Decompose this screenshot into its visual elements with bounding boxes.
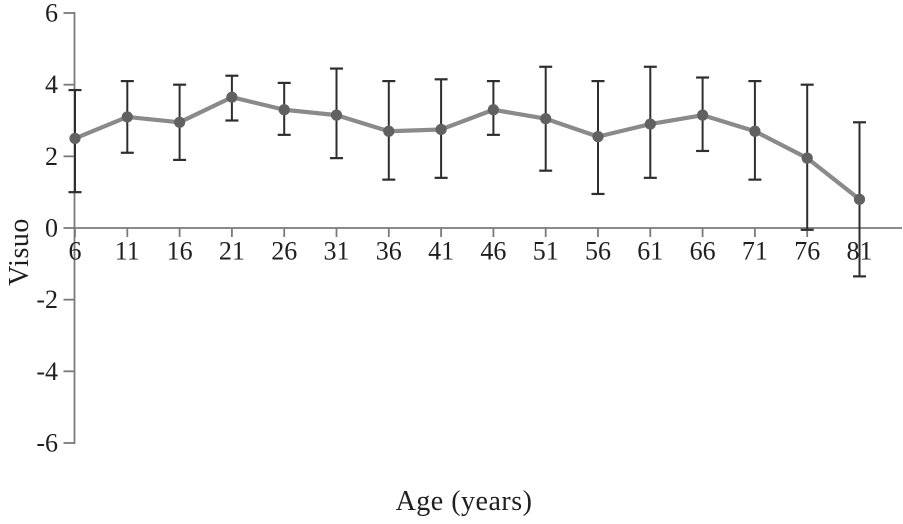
- x-tick-label: 51: [533, 237, 559, 266]
- series-line: [72, 95, 862, 202]
- x-tick-label: 11: [115, 237, 140, 266]
- data-point-marker: [330, 109, 343, 121]
- x-tick-label: 56: [585, 237, 611, 266]
- x-tick-label: 16: [167, 237, 193, 266]
- x-tick-label: 36: [376, 237, 402, 266]
- x-tick-label: 71: [742, 237, 768, 266]
- data-point-marker: [383, 125, 395, 137]
- x-tick-label: 41: [428, 237, 454, 266]
- y-axis-title: Visuo: [4, 218, 35, 286]
- y-tick-label: 2: [45, 142, 58, 171]
- data-point-marker: [69, 132, 81, 145]
- data-point-marker: [697, 109, 709, 121]
- y-tick-label: -2: [36, 285, 58, 314]
- y-tick-label: 4: [45, 70, 58, 99]
- y-tick-label: -6: [36, 428, 58, 457]
- data-point-marker: [435, 123, 447, 136]
- data-point-marker: [801, 152, 813, 164]
- data-point-marker: [749, 125, 761, 137]
- x-tick-label: 21: [219, 237, 245, 266]
- y-tick-label: -4: [36, 357, 58, 386]
- data-point-marker: [853, 193, 866, 205]
- data-point-marker: [278, 104, 290, 116]
- data-point-marker: [540, 113, 552, 125]
- x-axis-title: Age (years): [395, 486, 533, 517]
- y-tick-label: 0: [45, 214, 58, 243]
- data-point-marker: [644, 118, 656, 130]
- x-tick-label: 31: [324, 237, 350, 266]
- data-point-marker: [121, 111, 133, 123]
- x-tick-label: 6: [69, 237, 82, 266]
- data-point-marker: [226, 91, 238, 103]
- data-point-marker: [592, 131, 604, 143]
- data-point-marker: [174, 116, 186, 128]
- x-tick-label: 61: [637, 237, 663, 266]
- x-tick-label: 66: [690, 237, 716, 266]
- y-tick-label: 6: [45, 0, 58, 28]
- x-tick-label: 76: [794, 237, 820, 266]
- x-tick-label: 46: [480, 237, 506, 266]
- data-point-marker: [487, 104, 499, 116]
- x-tick-label: 26: [271, 237, 297, 266]
